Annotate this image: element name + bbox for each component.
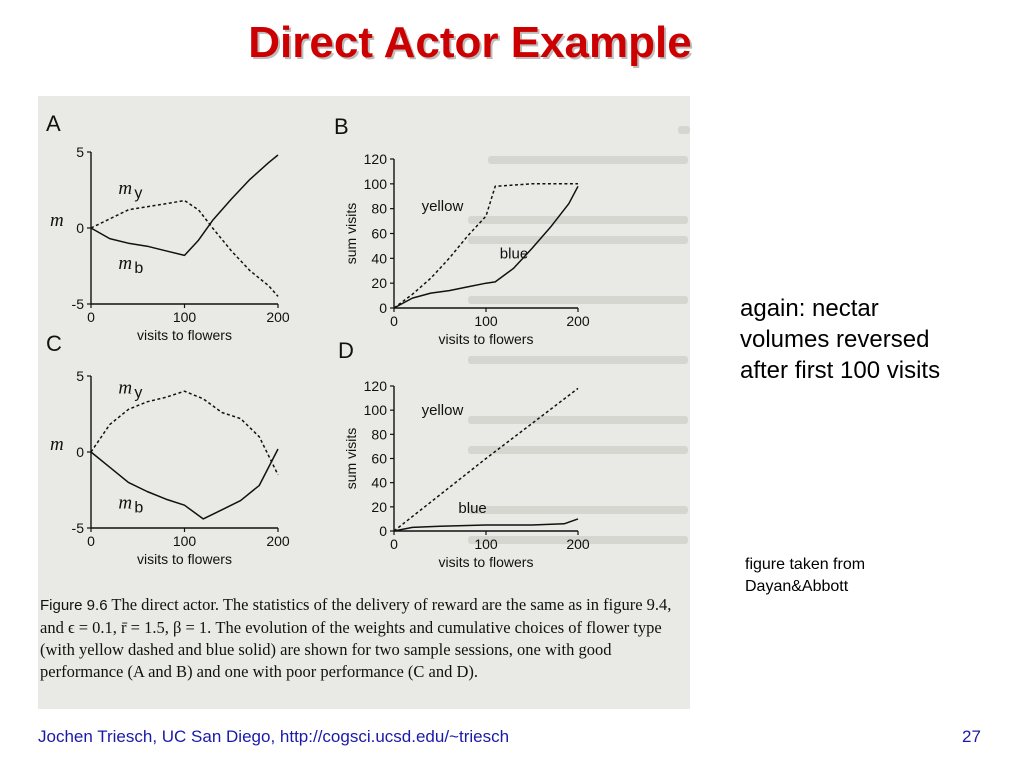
- y-tick-label: 5: [76, 144, 84, 160]
- x-tick-label: 100: [173, 533, 197, 549]
- y-tick-label: 60: [371, 226, 387, 242]
- x-tick-label: 200: [566, 536, 590, 552]
- footer-author: Jochen Triesch, UC San Diego, http://cog…: [38, 727, 510, 746]
- x-tick-label: 0: [87, 533, 95, 549]
- side-note-line: volumes reversed: [740, 326, 930, 353]
- series-label-my: m: [118, 178, 132, 199]
- series-line-mb: [90, 448, 279, 520]
- panel-label: C: [46, 331, 62, 356]
- series-label-yellow: yellow: [422, 402, 464, 419]
- x-tick-label: 100: [173, 309, 197, 325]
- y-axis-label: m: [50, 210, 64, 231]
- x-tick-label: 100: [474, 313, 498, 329]
- series-line-my: [90, 199, 279, 297]
- series-line-blue: [393, 518, 579, 532]
- side-note: again: nectar volumes reversed after fir…: [740, 293, 1020, 386]
- page-number: 27: [962, 727, 981, 746]
- x-tick-label: 0: [390, 313, 398, 329]
- panel-label: A: [46, 111, 61, 136]
- caption-text: The direct actor. The statistics of the …: [40, 595, 672, 681]
- series-line-blue: [393, 185, 579, 309]
- y-tick-label: 60: [371, 451, 387, 467]
- panel-label: B: [334, 114, 349, 139]
- series-label-yellow: yellow: [422, 198, 464, 215]
- series-label-mb: m: [118, 253, 132, 274]
- side-note-line: after first 100 visits: [740, 357, 941, 384]
- y-tick-label: 20: [371, 499, 387, 515]
- x-axis-label: visits to flowers: [137, 551, 232, 567]
- x-axis-label: visits to flowers: [137, 327, 232, 343]
- side-note-line: again: nectar: [740, 295, 879, 322]
- y-tick-label: -5: [72, 520, 85, 536]
- y-tick-label: 20: [371, 275, 387, 291]
- figure-credit: figure taken from Dayan&Abbott: [745, 554, 865, 598]
- x-tick-label: 0: [390, 536, 398, 552]
- y-tick-label: 0: [379, 523, 387, 539]
- credit-line: Dayan&Abbott: [745, 578, 849, 595]
- panel-label: D: [338, 338, 354, 363]
- y-tick-label: 120: [364, 151, 388, 167]
- scanned-figure: A 0 100 200 5 0 -5 visits to flowers m m y m b B 0 100 2…: [38, 96, 690, 709]
- y-tick-label: 0: [76, 220, 84, 236]
- x-tick-label: 0: [87, 309, 95, 325]
- series-label-my: m: [118, 377, 132, 398]
- y-tick-label: 120: [364, 378, 388, 394]
- x-tick-label: 100: [474, 536, 498, 552]
- y-axis-label: sum visits: [343, 203, 359, 264]
- y-tick-label: 5: [76, 368, 84, 384]
- series-label-my-sub: y: [134, 384, 142, 401]
- x-tick-label: 200: [266, 533, 290, 549]
- series-line-mb: [90, 154, 279, 257]
- y-tick-label: 40: [371, 475, 387, 491]
- y-tick-label: 80: [371, 201, 387, 217]
- x-axis-label: visits to flowers: [439, 554, 534, 570]
- y-tick-label: 100: [364, 176, 388, 192]
- y-tick-label: 0: [76, 444, 84, 460]
- y-tick-label: -5: [72, 296, 85, 312]
- credit-line: figure taken from: [745, 556, 866, 573]
- series-label-mb-sub: b: [134, 499, 143, 516]
- slide-title: Direct Actor Example: [248, 18, 692, 67]
- y-tick-label: 40: [371, 250, 387, 266]
- y-tick-label: 0: [379, 300, 387, 316]
- series-label-blue: blue: [500, 245, 528, 262]
- y-axis-label: sum visits: [343, 428, 359, 489]
- caption-label: Figure 9.6: [40, 597, 108, 614]
- x-tick-label: 200: [566, 313, 590, 329]
- x-tick-label: 200: [266, 309, 290, 325]
- series-label-blue: blue: [458, 500, 486, 517]
- y-tick-label: 80: [371, 426, 387, 442]
- series-label-mb-sub: b: [134, 260, 143, 277]
- series-label-my-sub: y: [134, 185, 142, 202]
- y-tick-label: 100: [364, 402, 388, 418]
- figure-caption: Figure 9.6 The direct actor. The statist…: [40, 594, 680, 683]
- series-line-yellow: [393, 387, 579, 532]
- x-axis-label: visits to flowers: [439, 331, 534, 347]
- series-line-my: [90, 390, 279, 476]
- series-label-mb: m: [118, 492, 132, 513]
- y-axis-label: m: [50, 434, 64, 455]
